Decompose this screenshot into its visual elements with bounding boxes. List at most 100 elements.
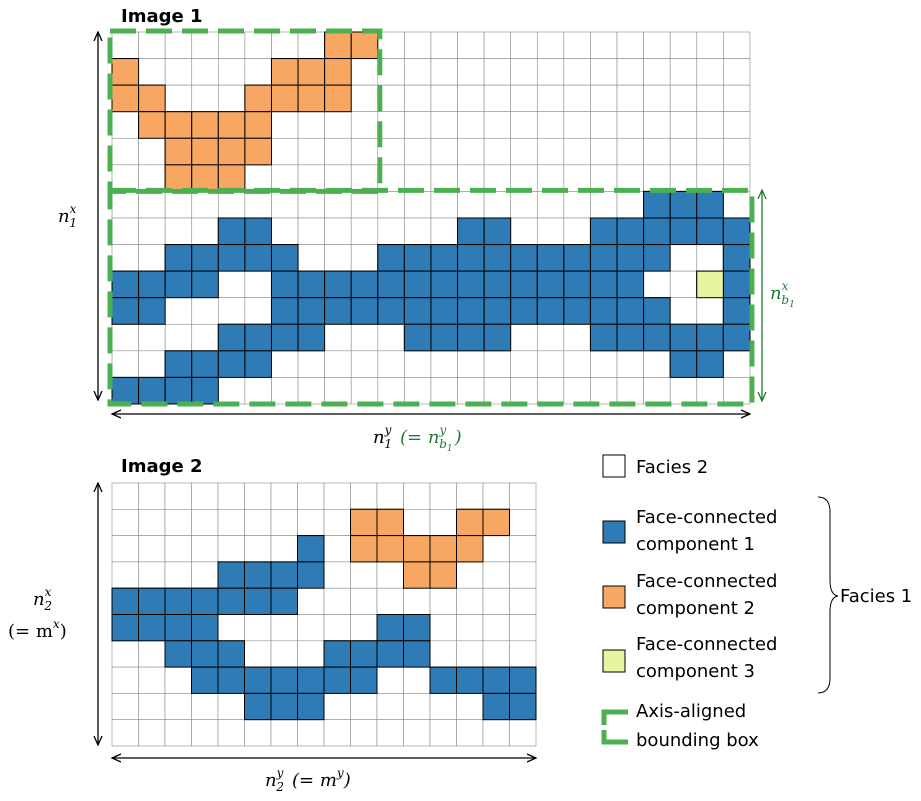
- image1-cell-component-1: [616, 270, 645, 299]
- image2-cell-facies2: [323, 482, 351, 510]
- image2-cell-component-1: [376, 614, 404, 642]
- image2-cell-facies2: [403, 482, 431, 510]
- image1-cell-facies2: [457, 350, 485, 378]
- image1-cell-facies2: [404, 111, 432, 139]
- image1-cell-component-1: [457, 297, 485, 325]
- image1-cell-facies2: [536, 137, 565, 166]
- image2-cell-facies2: [191, 508, 219, 536]
- image1-cell-component-1: [669, 323, 698, 352]
- image1-cell-component-1: [191, 270, 219, 299]
- image2-cell-component-1: [244, 666, 272, 694]
- image1-cell-facies2: [563, 323, 591, 352]
- image2-cell-facies2: [111, 482, 139, 510]
- image2-cell-facies2: [509, 640, 537, 668]
- image1-cell-component-1: [669, 350, 698, 378]
- image1-cell-facies2: [324, 137, 352, 166]
- image1-cell-facies2: [723, 137, 751, 166]
- image1-cell-facies2: [616, 191, 644, 219]
- legend-label-component2-line1: Face-connected: [636, 571, 777, 592]
- image2-cell-component-2: [456, 535, 484, 563]
- image2-cell-component-1: [297, 535, 325, 563]
- image1-cell-component-1: [510, 297, 538, 325]
- image1-cell-component-1: [430, 244, 459, 272]
- image2-cell-facies2: [429, 693, 457, 721]
- image2-cell-facies2: [244, 640, 272, 668]
- image1-cell-facies2: [350, 377, 379, 405]
- image2-cell-facies2: [270, 719, 298, 747]
- image1-cell-facies2: [723, 84, 751, 113]
- image2-cell-component-1: [403, 614, 431, 642]
- image1-cell-component-2: [138, 111, 166, 139]
- image2-cell-facies2: [111, 508, 139, 536]
- image1-cell-facies2: [483, 31, 511, 59]
- image1-cell-component-1: [297, 297, 326, 325]
- image1-cell-facies2: [563, 111, 591, 139]
- image2-x-label: nx 2: [33, 585, 52, 613]
- image2-cell-facies2: [509, 561, 537, 589]
- image2-cell-facies2: [509, 508, 537, 536]
- image2-cell-component-2: [350, 508, 378, 537]
- image1-cell-facies2: [457, 164, 485, 192]
- image2-cell-facies2: [482, 482, 510, 510]
- image1-cell-facies2: [138, 137, 166, 166]
- image1-cell-facies2: [457, 84, 485, 113]
- image1-cell-facies2: [616, 111, 644, 139]
- legend-swatch-component3: [602, 649, 626, 673]
- image1-cell-facies2: [430, 31, 458, 59]
- image1-cell-component-2: [217, 164, 246, 192]
- image1-cell-facies2: [510, 323, 538, 352]
- image1-cell-component-2: [164, 164, 193, 192]
- image1-cell-facies2: [616, 58, 644, 86]
- image2-title: Image 2: [121, 456, 202, 477]
- image1-grid: [111, 31, 751, 405]
- image2-cell-facies2: [217, 719, 245, 747]
- image1-cell-facies2: [191, 58, 219, 86]
- image2-cell-facies2: [403, 719, 431, 747]
- image2-cell-component-2: [429, 535, 457, 563]
- image1-cell-facies2: [590, 84, 618, 113]
- image2-cell-facies2: [509, 719, 537, 747]
- image1-cell-facies2: [536, 191, 565, 219]
- image1-cell-facies2: [430, 191, 458, 219]
- image2-cell-facies2: [111, 693, 139, 721]
- image2-cell-facies2: [482, 614, 510, 642]
- image1-cell-facies2: [457, 58, 485, 86]
- image1-cell-facies2: [669, 58, 698, 86]
- image2-cell-facies2: [270, 535, 298, 563]
- image1-cell-component-1: [164, 376, 193, 405]
- image1-cell-component-1: [616, 297, 645, 325]
- image2-cell-facies2: [244, 719, 272, 747]
- image2-cell-component-1: [350, 640, 378, 668]
- image2-cell-facies2: [429, 614, 457, 642]
- image1-cell-component-1: [244, 323, 272, 352]
- legend-label-bbox-line2: bounding box: [636, 730, 759, 751]
- image1-cell-facies2: [244, 58, 272, 86]
- image2-cell-component-1: [111, 614, 139, 642]
- image1-cell-facies2: [404, 58, 432, 86]
- image1-cell-facies2: [218, 84, 246, 113]
- image1-y-label: ny 1 (= ny b1): [373, 423, 462, 454]
- image1-cell-component-1: [111, 297, 140, 325]
- image1-cell-facies2: [218, 191, 246, 219]
- image1-cell-component-2: [324, 84, 352, 113]
- image1-cell-facies2: [111, 137, 139, 166]
- image2-x-equiv-label: (= mx): [8, 617, 67, 642]
- image2-cell-facies2: [217, 535, 245, 563]
- image2-cell-facies2: [323, 587, 351, 615]
- image2-cell-facies2: [456, 482, 484, 510]
- image1-cell-facies2: [430, 58, 458, 86]
- image1-cell-facies2: [138, 217, 166, 245]
- image2-cell-facies2: [509, 587, 537, 615]
- image1-cell-component-1: [643, 190, 671, 219]
- image1-cell-facies2: [483, 84, 511, 113]
- image2-cell-facies2: [111, 535, 139, 563]
- image1-cell-facies2: [191, 297, 219, 325]
- image2-cell-facies2: [297, 587, 325, 615]
- image1-cell-component-1: [191, 244, 219, 272]
- image1-cell-facies2: [297, 31, 325, 59]
- image1-cell-component-1: [244, 244, 272, 272]
- image1-cell-component-1: [111, 270, 140, 299]
- image1-cell-component-1: [377, 297, 405, 325]
- image2-cell-component-2: [456, 508, 484, 537]
